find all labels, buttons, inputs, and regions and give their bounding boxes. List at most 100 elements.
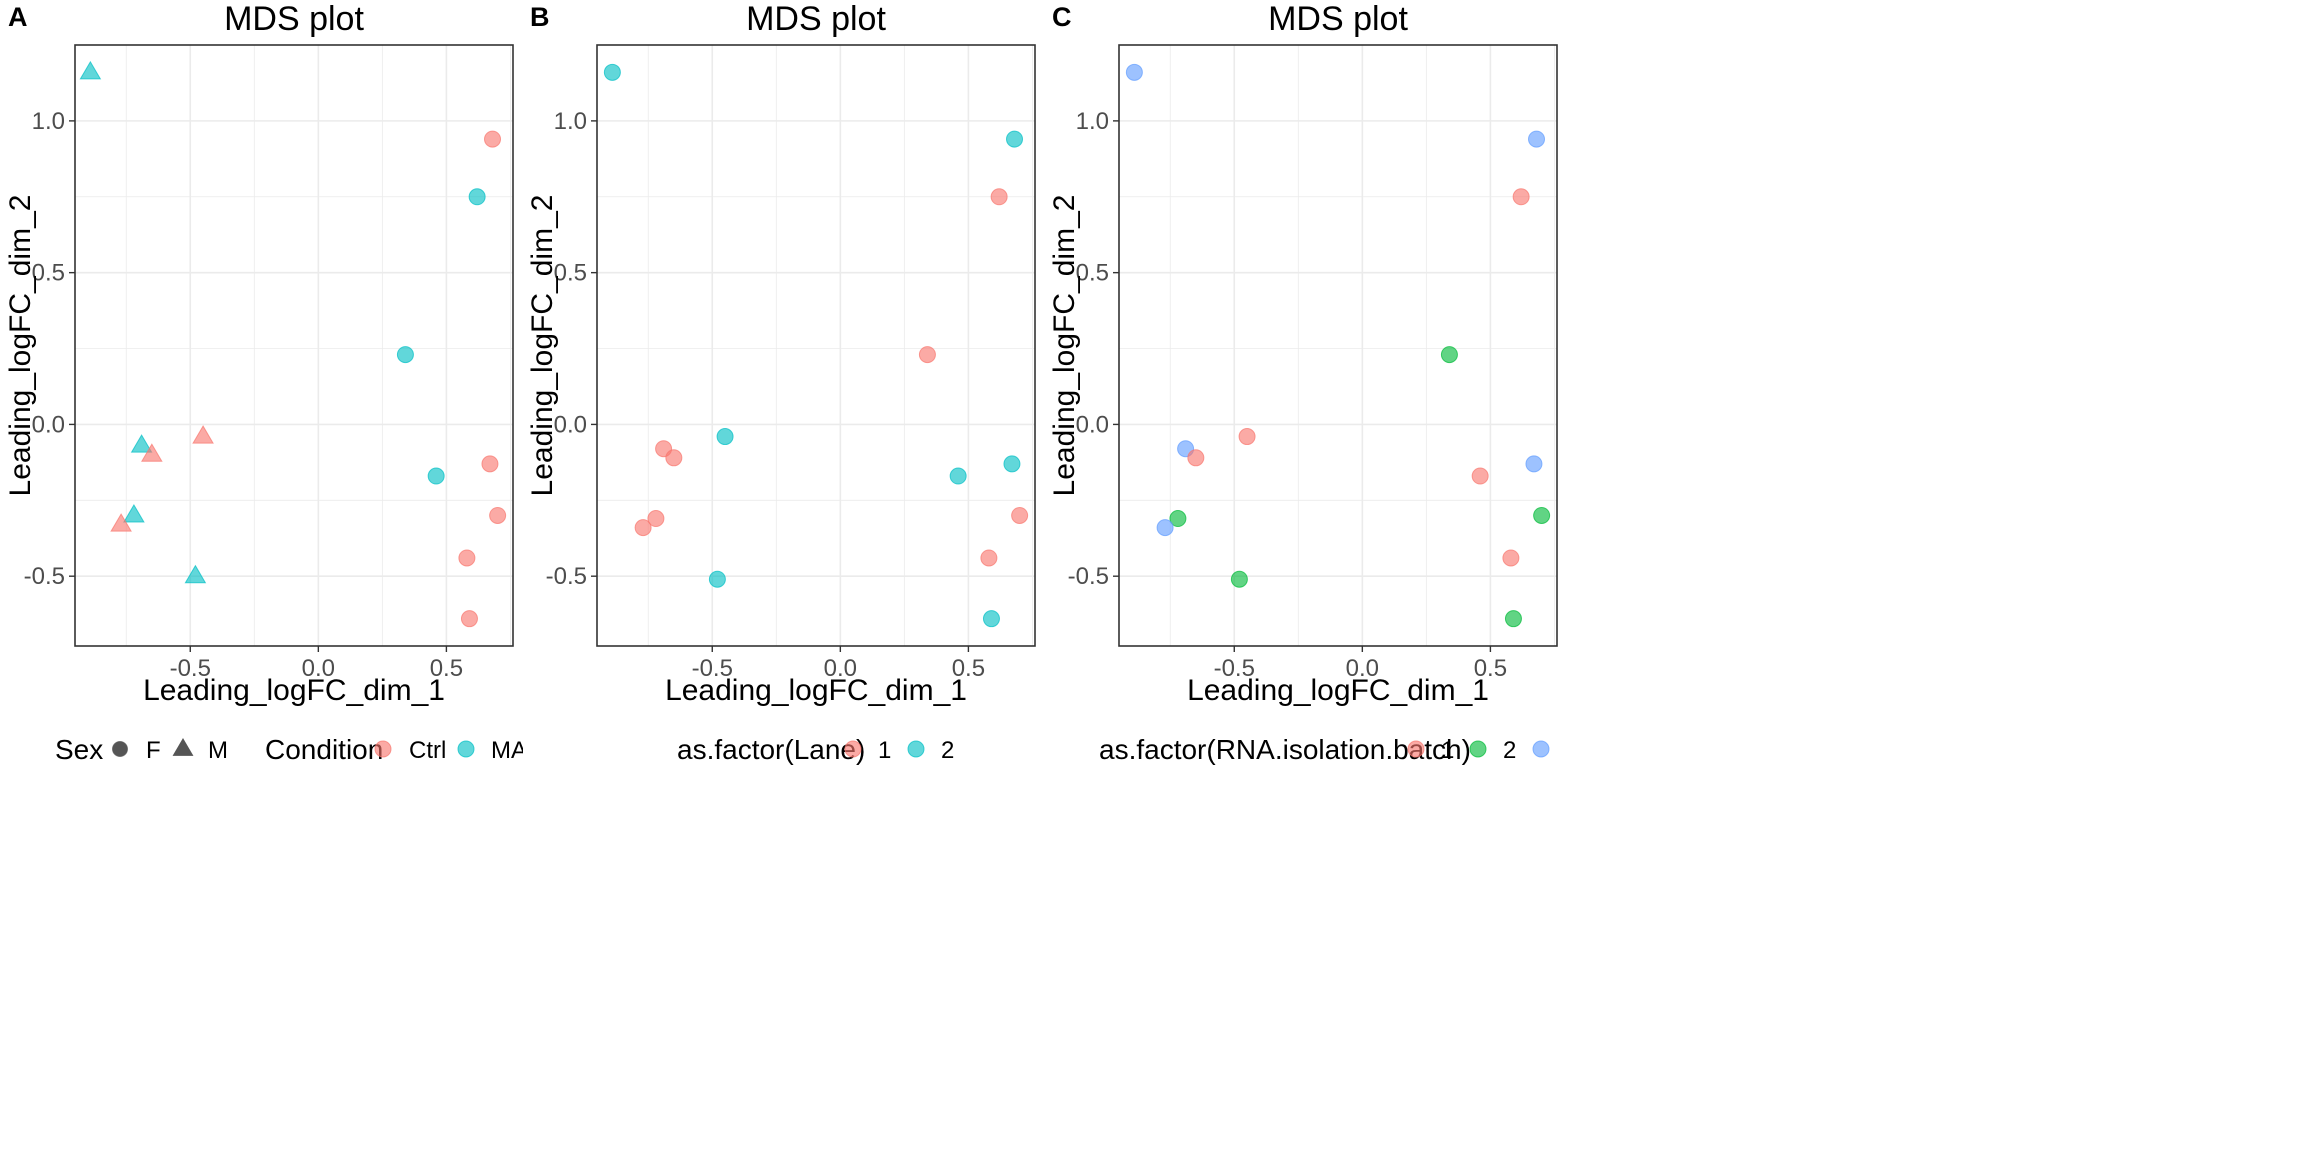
plot-area — [75, 45, 513, 646]
data-point — [1512, 188, 1530, 206]
data-point — [1238, 428, 1256, 446]
data-point — [184, 564, 207, 584]
data-point — [1525, 455, 1543, 473]
plot-area — [597, 45, 1035, 646]
y-tick-label: -0.5 — [1068, 563, 1109, 590]
panel-a: A MDS plot -0.5 0.0 0.5 -0.5 0.0 0.5 1.0 Leading_… — [4, 0, 542, 765]
data-point — [716, 428, 734, 446]
data-point — [460, 610, 478, 628]
legend-title: Sex — [55, 734, 103, 765]
legend-key — [1532, 740, 1550, 758]
data-point — [1528, 130, 1546, 148]
y-tick-label: 0.0 — [32, 411, 65, 438]
legend-label: 2 — [941, 737, 954, 764]
x-tick-label: 0.0 — [824, 655, 857, 682]
data-point — [1504, 610, 1522, 628]
y-tick-label: 1.0 — [32, 108, 65, 135]
data-point — [489, 506, 507, 524]
x-axis-title: Leading_logFC_dim_1 — [1187, 674, 1489, 707]
y-axis-title: Leading_logFC_dim_2 — [4, 195, 37, 497]
legend-label: 2 — [1503, 737, 1516, 764]
y-axis-title: Leading_logFC_dim_2 — [1048, 195, 1081, 497]
data-point — [484, 130, 502, 148]
data-points — [79, 60, 507, 628]
x-axis-title: Leading_logFC_dim_1 — [143, 674, 445, 707]
data-point — [1156, 519, 1174, 537]
x-tick-label: 0.0 — [1346, 655, 1379, 682]
gridlines — [75, 44, 513, 646]
data-points — [603, 63, 1029, 628]
x-tick-label: 0.5 — [952, 655, 985, 682]
data-point — [1471, 467, 1489, 485]
y-tick-label: -0.5 — [546, 563, 587, 590]
legend-key — [172, 738, 194, 756]
data-point — [1230, 570, 1248, 588]
data-point — [647, 510, 665, 528]
legend-key — [112, 741, 128, 757]
y-tick-label: 0.5 — [1076, 260, 1109, 287]
legend-key — [1469, 740, 1487, 758]
x-tick-label: -0.5 — [170, 655, 211, 682]
data-point — [140, 443, 163, 462]
y-tick-label: 1.0 — [1076, 108, 1109, 135]
data-point — [1502, 549, 1520, 567]
y-tick-label: 0.5 — [32, 260, 65, 287]
data-point — [1187, 449, 1205, 467]
gridlines — [597, 44, 1035, 646]
plot-border — [74, 44, 514, 647]
panel-letter: A — [8, 2, 28, 32]
x-tick-label: 0.0 — [302, 655, 335, 682]
plot-border — [596, 44, 1036, 647]
data-point — [1440, 346, 1458, 364]
data-point — [634, 519, 652, 537]
x-tick-label: -0.5 — [692, 655, 733, 682]
panel-c: C MDS plot -0.5 0.0 0.5 -0.5 0.0 0.5 1.0 Leading_… — [1048, 0, 1558, 765]
data-point — [980, 549, 998, 567]
legend-label: 1 — [878, 737, 891, 764]
x-tick-label: 0.5 — [1474, 655, 1507, 682]
legend-title: Condition — [265, 734, 383, 765]
y-axis-title: Leading_logFC_dim_2 — [526, 195, 559, 497]
data-point — [949, 467, 967, 485]
panel-b: B MDS plot -0.5 0.0 0.5 -0.5 0.0 0.5 1.0 Leading_… — [526, 0, 1036, 765]
legend-label: MAF — [491, 737, 542, 764]
legend: Sex F M Condition Ctrl MAF — [55, 734, 542, 765]
legend-key — [374, 740, 392, 758]
legend-title: as.factor(Lane) — [677, 734, 865, 765]
legend-label: M — [208, 737, 228, 764]
legend: as.factor(Lane) 1 2 — [677, 734, 954, 765]
data-point — [427, 467, 445, 485]
data-point — [396, 346, 414, 364]
data-point — [665, 449, 683, 467]
plot-border — [1118, 44, 1558, 647]
data-point — [123, 503, 145, 523]
y-tick-label: 0.0 — [1076, 411, 1109, 438]
y-tick-label: 0.5 — [554, 260, 587, 287]
data-point — [1003, 455, 1021, 473]
panel-letter: C — [1052, 2, 1072, 32]
x-axis-title: Leading_logFC_dim_1 — [665, 674, 967, 707]
legend-key — [907, 740, 925, 758]
data-point — [1011, 506, 1029, 524]
data-point — [481, 455, 499, 473]
x-tick-label: 0.5 — [430, 655, 463, 682]
data-point — [603, 63, 621, 81]
plot-title: MDS plot — [1268, 0, 1408, 38]
data-point — [982, 610, 1000, 628]
data-point — [1125, 63, 1143, 81]
data-point — [468, 188, 486, 206]
data-point — [990, 188, 1008, 206]
x-tick-label: -0.5 — [1214, 655, 1255, 682]
legend-key — [457, 740, 475, 758]
data-point — [1006, 130, 1024, 148]
legend-label: Ctrl — [409, 737, 446, 764]
data-point — [192, 425, 214, 444]
y-tick-label: -0.5 — [24, 563, 65, 590]
y-tick-label: 1.0 — [554, 108, 587, 135]
data-point — [110, 513, 132, 532]
legend: as.factor(RNA.isolation.batch)1 2 — [1099, 734, 1550, 765]
data-points — [1125, 63, 1551, 628]
data-point — [1169, 510, 1187, 528]
data-point — [458, 549, 476, 567]
